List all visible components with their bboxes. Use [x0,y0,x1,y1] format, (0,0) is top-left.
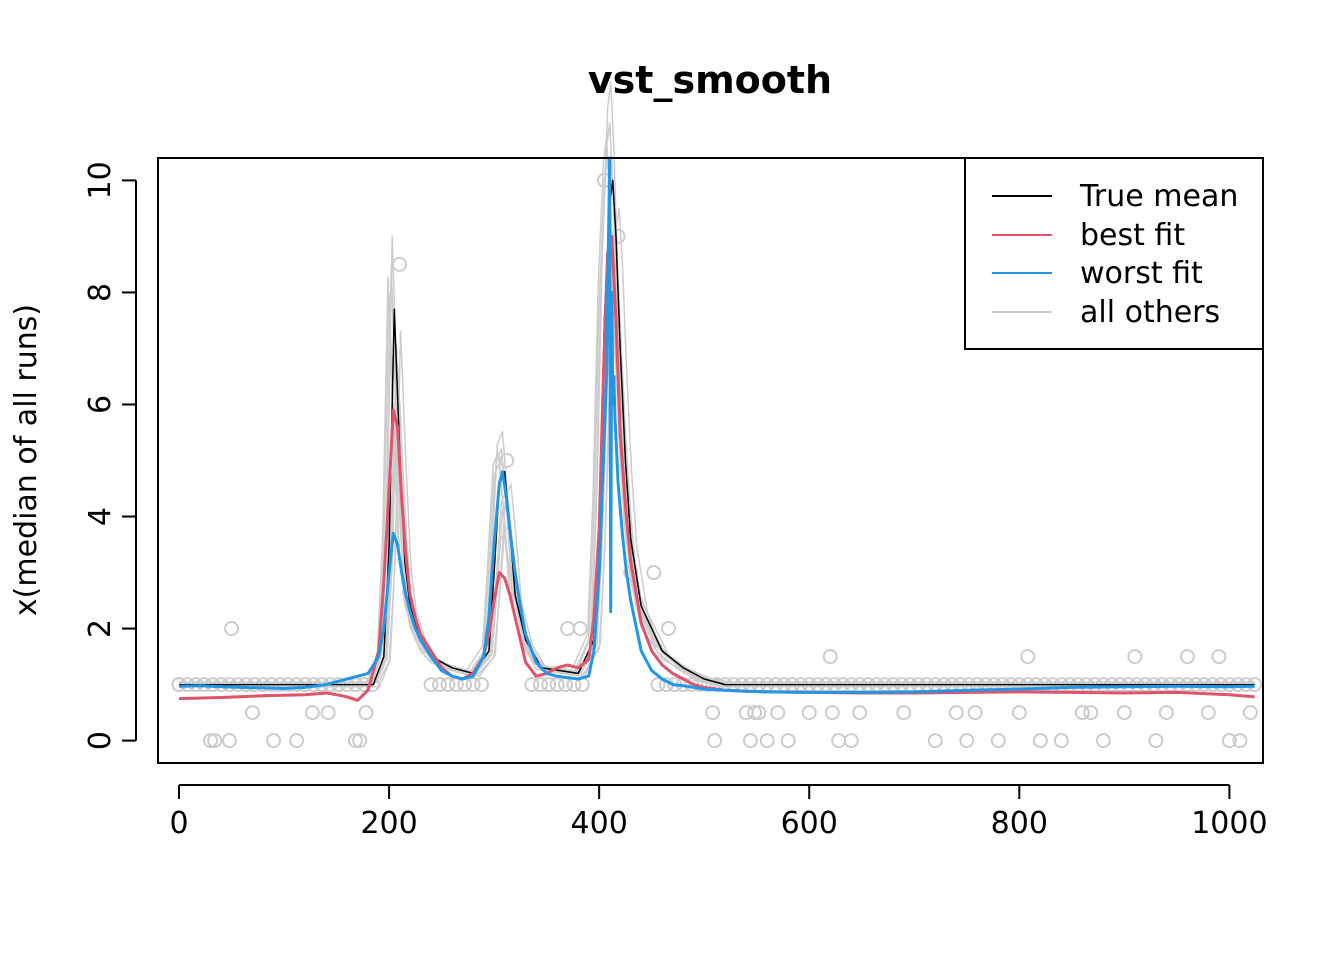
data-point [423,677,439,693]
data-point [751,705,767,721]
data-point [572,621,588,637]
data-point [1020,649,1036,665]
data-point [224,621,240,637]
data-point [1148,733,1164,749]
data-point [541,677,557,693]
data-point [700,677,716,693]
data-point [990,733,1006,749]
data-point [203,733,219,749]
data-point [707,733,723,749]
data-point [660,621,676,637]
data-point [1158,705,1174,721]
series-lines [178,156,1255,702]
other-fit-line [185,207,1255,688]
legend-label-worst-fit: worst fit [1080,256,1203,291]
data-point [1179,649,1195,665]
data-point [289,733,305,749]
data-point [824,705,840,721]
data-point [1221,733,1237,749]
data-point [266,733,282,749]
data-point [1200,705,1216,721]
data-point [549,677,565,693]
worst-fit-line [178,156,1255,694]
data-point [948,705,964,721]
y-tick-label: 2 [83,619,118,638]
data-point [650,677,666,693]
data-point [392,256,408,272]
chart-title: vst_smooth [588,58,832,102]
data-point [1095,733,1111,749]
legend: True mean best fit worst fit all others [964,157,1264,350]
data-point [347,733,363,749]
data-point [705,705,721,721]
data-point [304,705,320,721]
data-point [1074,705,1090,721]
y-tick-label: 10 [83,161,118,199]
y-tick-label: 6 [83,395,118,414]
x-tick-label: 1000 [1191,806,1267,841]
data-point [742,733,758,749]
data-point [245,705,261,721]
data-point [927,733,943,749]
data-point [499,453,515,468]
data-point [646,565,662,581]
data-point [1032,733,1048,749]
data-point [770,705,786,721]
data-point [896,705,912,721]
data-point [1116,705,1132,721]
legend-label-true-mean: True mean [1079,179,1238,214]
x-tick-label: 400 [571,806,628,841]
data-point [1011,705,1027,721]
y-axis-label: x(median of all runs) [9,304,44,616]
plot-frame [157,157,1264,764]
data-point [474,677,490,693]
data-point [967,705,983,721]
y-tick-label: 0 [83,731,118,750]
x-axis: 0 200 400 600 800 1000 [169,784,1268,841]
data-point [207,733,223,749]
other-fit-line [179,329,1255,684]
data-point [465,677,481,693]
data-point [560,621,576,637]
data-point [320,705,336,721]
x-tick-label: 600 [781,806,838,841]
legend-label-all-others: all others [1080,295,1220,330]
data-point [532,677,548,693]
x-tick-label: 800 [991,806,1048,841]
data-point [1053,733,1069,749]
data-point [801,705,817,721]
data-point [440,677,456,693]
data-point [358,705,374,721]
x-tick-label: 200 [360,806,417,841]
data-point [822,649,838,665]
data-point [843,733,859,749]
other-fit-line [184,304,1255,684]
y-tick-label: 8 [83,283,118,302]
data-point [221,733,237,749]
data-point [1232,733,1248,749]
data-point [759,733,775,749]
y-axis: 0 2 4 6 8 10 [83,161,137,750]
y-tick-label: 4 [83,507,118,526]
data-point [780,733,796,749]
data-point [1242,705,1258,721]
legend-box [964,157,1264,350]
data-point [1211,649,1227,665]
data-point [352,733,368,749]
data-point [1127,649,1143,665]
data-point [747,705,763,721]
legend-label-best-fit: best fit [1080,218,1185,253]
x-tick-label: 0 [169,806,188,841]
data-point [831,733,847,749]
data-point [852,705,868,721]
data-point [524,677,540,693]
data-point [959,733,975,749]
data-point [1083,705,1099,721]
data-point [432,677,448,693]
